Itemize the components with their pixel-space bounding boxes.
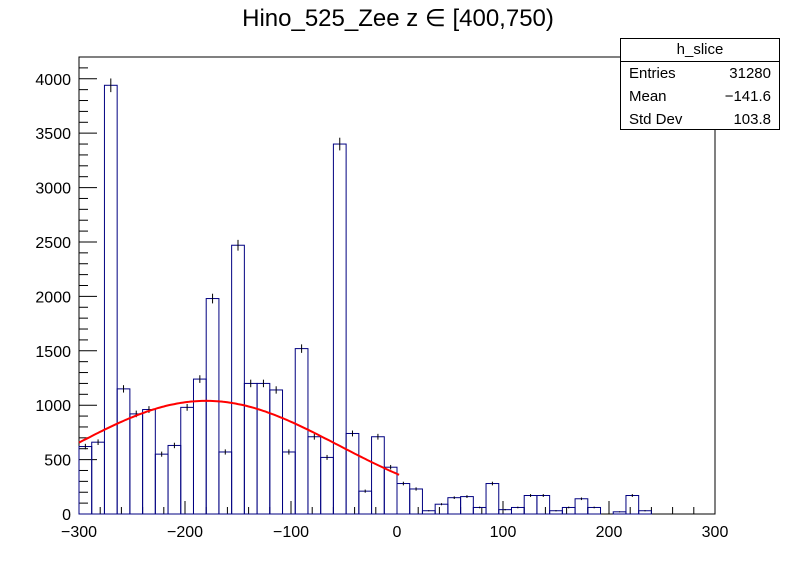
histogram-bin: [243, 382, 258, 515]
y-tick-label: 1000: [35, 398, 71, 415]
histogram-bin: [180, 406, 194, 515]
y-tick-label: 3000: [35, 181, 71, 198]
y-tick-label: 3500: [35, 126, 71, 143]
histogram-bin: [294, 348, 309, 515]
histogram-bin: [358, 490, 373, 515]
stats-row-entries: Entries 31280: [621, 62, 779, 85]
x-tick-label: 0: [393, 524, 402, 541]
histogram-bin: [510, 506, 525, 515]
x-tick-label: −100: [273, 524, 309, 541]
axis-ticks: −300 −200 −100 0 100 200 300050010001500200025…: [35, 67, 729, 541]
stats-mean-label: Mean: [629, 88, 667, 105]
y-tick-label: 2000: [35, 289, 71, 306]
stats-title: h_slice: [621, 39, 779, 62]
histogram-bin: [447, 497, 462, 515]
histogram-bin: [231, 244, 245, 515]
histogram-bin: [409, 488, 423, 515]
histogram-bin: [205, 298, 220, 515]
histogram-bin: [129, 413, 144, 515]
histogram-bin: [383, 466, 398, 515]
histogram-bin: [78, 446, 93, 515]
histogram-bin: [218, 451, 233, 515]
stats-box: h_slice Entries 31280 Mean −141.6 Std De…: [620, 38, 780, 130]
histogram-bin: [523, 495, 538, 515]
stats-stddev-label: Std Dev: [629, 111, 683, 128]
histogram-bin: [103, 84, 118, 515]
histogram-bin: [345, 432, 360, 515]
y-tick-label: 2500: [35, 235, 71, 252]
histogram-bin: [472, 506, 487, 515]
x-tick-label: −300: [61, 524, 97, 541]
fit-curve: [78, 399, 400, 476]
y-tick-label: 1500: [35, 344, 71, 361]
x-tick-label: 300: [702, 524, 729, 541]
histogram-bin: [116, 388, 131, 515]
histogram-bin: [167, 444, 182, 515]
histogram-bin: [142, 409, 156, 515]
histogram-bin: [460, 496, 474, 515]
y-tick-label: 500: [44, 453, 71, 470]
stats-mean-value: −141.6: [724, 88, 771, 105]
histogram-bin: [485, 483, 500, 515]
chart-title: Hino_525_Zee z ∈ [400,750): [242, 5, 554, 32]
histogram-bin: [154, 453, 169, 515]
stats-stddev-value: 103.8: [733, 111, 771, 128]
stats-row-mean: Mean −141.6: [621, 85, 779, 108]
y-tick-label: 0: [62, 507, 71, 524]
histogram-bin: [320, 456, 334, 515]
histogram-bin: [192, 378, 207, 515]
histogram-bin: [574, 498, 589, 515]
stats-row-stddev: Std Dev 103.8: [621, 108, 779, 131]
x-tick-label: −200: [167, 524, 203, 541]
gaussian-fit: [78, 399, 400, 476]
stats-entries-value: 31280: [729, 65, 771, 82]
histogram-bin: [332, 143, 347, 515]
x-tick-label: 100: [490, 524, 517, 541]
histogram-bin: [371, 436, 385, 515]
histogram-bin: [307, 436, 322, 515]
histogram-bin: [91, 441, 105, 515]
histogram-bin: [536, 495, 551, 515]
y-tick-label: 4000: [35, 72, 71, 89]
x-tick-label: 200: [596, 524, 623, 541]
histogram-bin: [269, 389, 284, 515]
histogram-bin: [256, 382, 271, 515]
histogram-bin: [396, 483, 411, 515]
histogram-bars: [78, 78, 652, 515]
histogram-bin: [625, 495, 640, 515]
histogram-bin: [587, 506, 602, 515]
histogram-bin: [434, 503, 449, 515]
stats-entries-label: Entries: [629, 65, 676, 82]
histogram-bin: [282, 451, 296, 515]
histogram-bin: [561, 506, 576, 515]
